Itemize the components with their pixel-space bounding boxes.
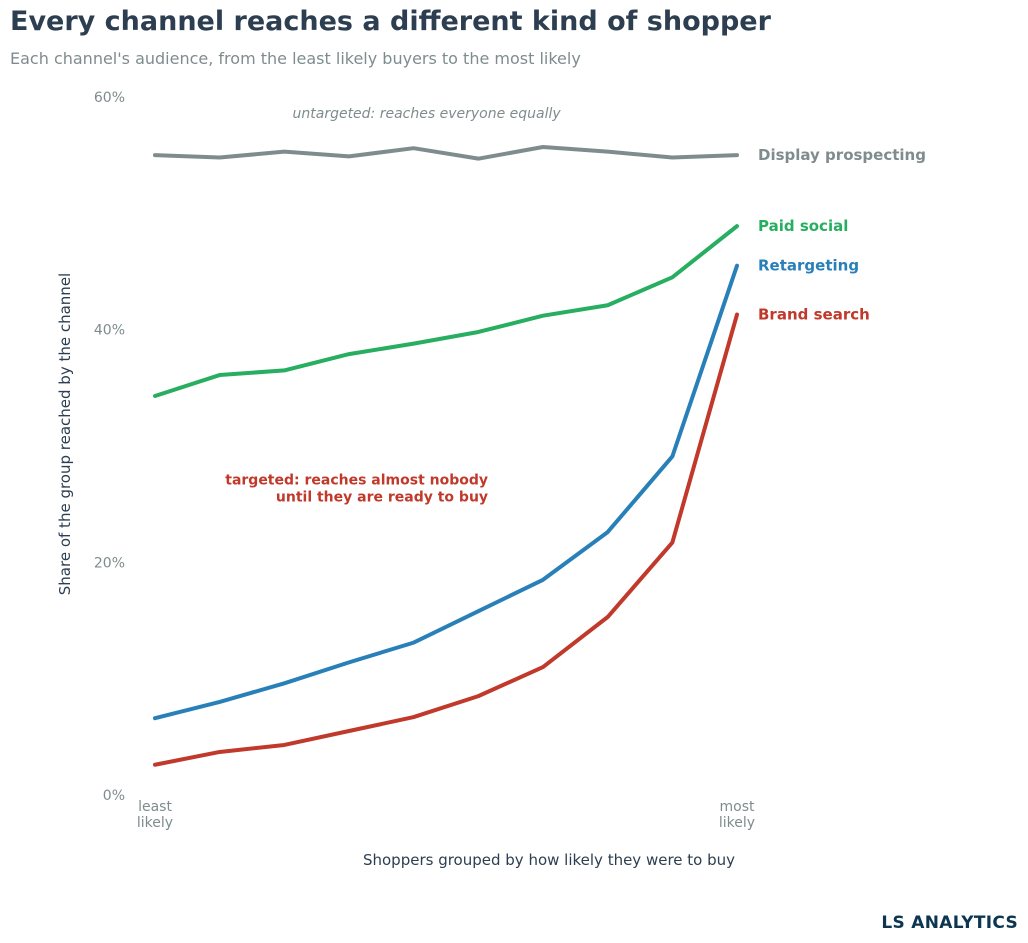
chart-title: Every channel reaches a different kind o… — [10, 6, 771, 37]
y-tick-label: 40% — [94, 323, 125, 339]
annotation: untargeted: reaches everyone equally — [293, 106, 562, 122]
series-label: Paid social — [758, 217, 848, 235]
series-line-paid-social — [153, 224, 739, 398]
x-tick-label: most likely — [719, 799, 755, 831]
chart-subtitle: Each channel's audience, from the least … — [10, 49, 581, 68]
x-tick-label-line: least — [138, 799, 172, 815]
series-lines — [153, 145, 739, 767]
series-line-brand-search — [153, 312, 739, 767]
x-axis-title: Shoppers grouped by how likely they were… — [363, 851, 735, 869]
y-tick-label: 60% — [94, 90, 125, 106]
annotation-line: untargeted: reaches everyone equally — [293, 106, 562, 122]
x-tick-label-line: most — [720, 799, 755, 815]
x-tick-label: least likely — [137, 799, 173, 831]
annotation-line: until they are ready to buy — [276, 489, 488, 505]
y-tick-label: 0% — [103, 788, 125, 804]
y-axis-ticks: 0% 20% 40% 60% — [94, 90, 125, 804]
brand-logo: LS ANALYTICS — [881, 913, 1018, 933]
annotation: targeted: reaches almost nobody until the… — [225, 472, 488, 505]
y-tick-label: 20% — [94, 555, 125, 571]
annotation-line: targeted: reaches almost nobody — [225, 472, 488, 488]
annotations: untargeted: reaches everyone equally targ… — [225, 106, 561, 505]
series-line-retargeting — [153, 263, 739, 721]
series-labels: Display prospecting Paid social Retargetin… — [758, 146, 926, 323]
series-label: Retargeting — [758, 257, 859, 275]
series-label: Brand search — [758, 306, 870, 324]
x-tick-label-line: likely — [719, 815, 755, 831]
x-tick-label-line: likely — [137, 815, 173, 831]
series-line-display-prospecting — [153, 145, 739, 161]
series-label: Display prospecting — [758, 146, 926, 164]
y-axis-title: Share of the group reached by the channe… — [56, 273, 74, 595]
